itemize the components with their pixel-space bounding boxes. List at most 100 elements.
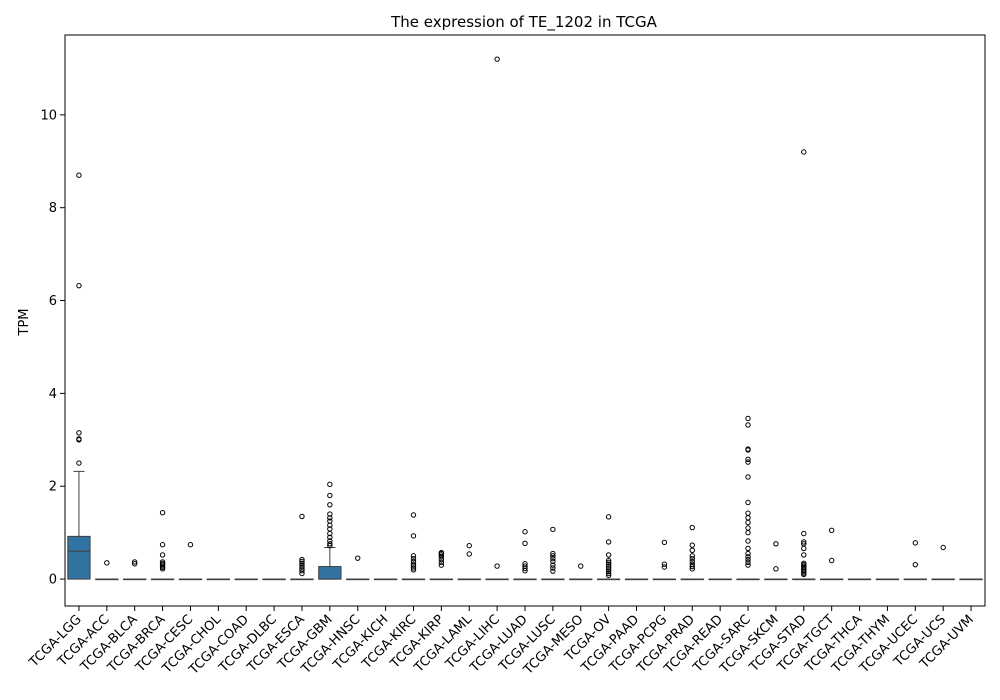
outlier-point — [828, 527, 835, 534]
outlier-point — [940, 544, 946, 551]
outlier-point — [605, 552, 612, 558]
outlier-point — [327, 534, 333, 540]
outlier-point — [828, 557, 835, 564]
outlier-point — [689, 563, 695, 570]
outlier-point — [912, 540, 919, 546]
outlier-point — [410, 567, 417, 573]
outlier-point — [605, 565, 612, 571]
outlier-point — [605, 567, 612, 573]
outlier-point — [689, 553, 695, 559]
outlier-point — [327, 492, 333, 499]
outlier-point — [494, 56, 500, 62]
y-tick-label: 10 — [40, 108, 57, 123]
outlier-point — [299, 556, 305, 563]
outlier-point — [801, 545, 807, 552]
outlier-point — [410, 565, 417, 571]
outlier-point — [159, 542, 166, 548]
outlier-point — [801, 539, 807, 545]
outlier-point — [605, 514, 612, 520]
outlier-point — [745, 545, 751, 552]
outlier-point — [159, 559, 166, 565]
outlier-point — [661, 561, 668, 567]
outlier-point — [438, 559, 445, 566]
outlier-point — [299, 513, 305, 520]
outlier-point — [466, 542, 472, 549]
outlier-point — [745, 422, 751, 428]
outlier-point — [410, 558, 417, 565]
outlier-point — [912, 561, 919, 568]
outlier-point — [438, 549, 445, 556]
outlier-point — [550, 568, 556, 574]
y-tick-label: 2 — [49, 480, 57, 495]
outlier-point — [159, 509, 166, 516]
outlier-point — [605, 561, 612, 567]
outlier-point — [661, 564, 668, 570]
outlier-point — [550, 565, 556, 571]
outlier-point — [410, 555, 417, 562]
plot-area: 0246810TCGA-LGGTCGA-ACCTCGA-BLCATCGA-BRC… — [26, 56, 983, 678]
outlier-point — [327, 538, 333, 544]
outlier-point — [76, 282, 82, 289]
outlier-point — [299, 566, 305, 572]
outlier-point — [745, 519, 751, 526]
outlier-point — [661, 539, 668, 546]
outlier-point — [410, 512, 417, 518]
outlier-point — [522, 563, 528, 569]
outlier-point — [605, 557, 612, 564]
outlier-point — [327, 502, 333, 508]
outlier-point — [605, 539, 612, 545]
outlier-point — [76, 460, 82, 466]
outlier-point — [550, 550, 556, 557]
box-tcga-lgg — [67, 535, 91, 580]
outlier-point — [550, 526, 556, 533]
outlier-point — [299, 564, 305, 570]
outlier-point — [605, 568, 612, 575]
outlier-point — [550, 562, 556, 568]
outlier-point — [745, 446, 751, 452]
outlier-point — [745, 525, 751, 531]
outlier-point — [745, 529, 751, 536]
outlier-point — [299, 562, 305, 568]
outlier-point — [438, 562, 445, 568]
outlier-point — [131, 561, 138, 567]
outlier-point — [522, 561, 528, 567]
outlier-point — [327, 526, 333, 532]
outlier-point — [745, 562, 751, 568]
y-tick-label: 4 — [49, 387, 57, 402]
outlier-point — [745, 556, 751, 563]
outlier-point — [689, 542, 695, 548]
outlier-point — [494, 563, 500, 569]
outlier-point — [299, 560, 305, 566]
outlier-point — [410, 561, 417, 567]
outlier-point — [745, 515, 751, 521]
outlier-point — [131, 559, 138, 565]
outlier-point — [104, 560, 110, 566]
outlier-point — [605, 570, 612, 577]
outlier-point — [550, 558, 556, 565]
outlier-point — [578, 563, 584, 569]
outlier-point — [550, 553, 556, 559]
outlier-point — [327, 518, 333, 524]
y-tick-label: 0 — [49, 573, 57, 588]
outlier-point — [327, 515, 333, 521]
outlier-point — [327, 511, 333, 517]
outlier-point — [689, 558, 695, 565]
outlier-point — [773, 566, 779, 572]
outlier-point — [689, 555, 695, 562]
chart-title: The expression of TE_1202 in TCGA — [390, 13, 657, 32]
outlier-point — [745, 415, 751, 422]
outlier-point — [745, 474, 751, 480]
outlier-point — [773, 541, 779, 547]
outlier-point — [550, 555, 556, 562]
outlier-point — [76, 436, 82, 442]
outlier-point — [410, 533, 417, 539]
outlier-point — [299, 558, 305, 565]
outlier-point — [466, 551, 472, 557]
outlier-point — [801, 552, 807, 558]
outlier-point — [605, 563, 612, 569]
outlier-point — [801, 149, 807, 155]
outlier-point — [355, 555, 361, 561]
outlier-point — [801, 560, 807, 566]
